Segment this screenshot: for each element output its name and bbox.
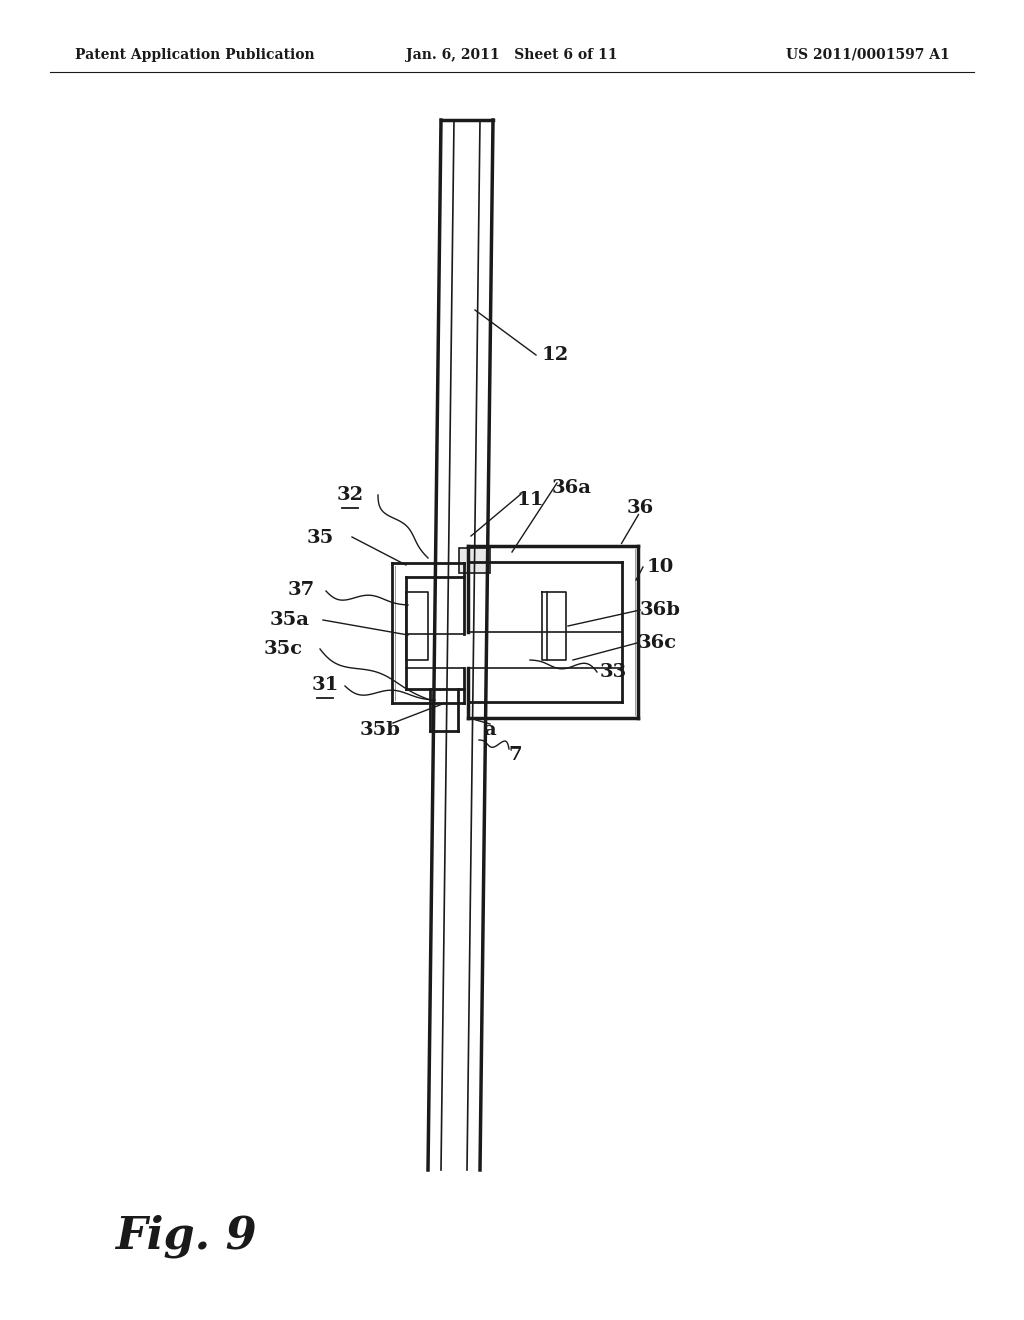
Text: a: a xyxy=(483,721,497,739)
Text: 35c: 35c xyxy=(264,640,303,657)
Text: 37: 37 xyxy=(288,581,315,599)
Text: 36a: 36a xyxy=(552,479,592,498)
Text: 36: 36 xyxy=(627,499,653,517)
Text: 35: 35 xyxy=(306,529,334,546)
Text: 33: 33 xyxy=(600,663,628,681)
Text: 12: 12 xyxy=(542,346,568,364)
Text: 32: 32 xyxy=(337,486,364,504)
Text: 7: 7 xyxy=(508,746,522,764)
Text: 10: 10 xyxy=(646,558,674,576)
Text: 35a: 35a xyxy=(270,611,310,630)
Text: 36b: 36b xyxy=(640,601,680,619)
Text: US 2011/0001597 A1: US 2011/0001597 A1 xyxy=(786,48,950,62)
Text: 31: 31 xyxy=(311,676,339,694)
Bar xyxy=(459,548,490,573)
Text: 35b: 35b xyxy=(359,721,400,739)
Text: Jan. 6, 2011   Sheet 6 of 11: Jan. 6, 2011 Sheet 6 of 11 xyxy=(407,48,617,62)
Text: 36c: 36c xyxy=(637,634,677,652)
Text: Fig. 9: Fig. 9 xyxy=(115,1214,257,1258)
Text: Patent Application Publication: Patent Application Publication xyxy=(75,48,314,62)
Text: 11: 11 xyxy=(516,491,544,510)
